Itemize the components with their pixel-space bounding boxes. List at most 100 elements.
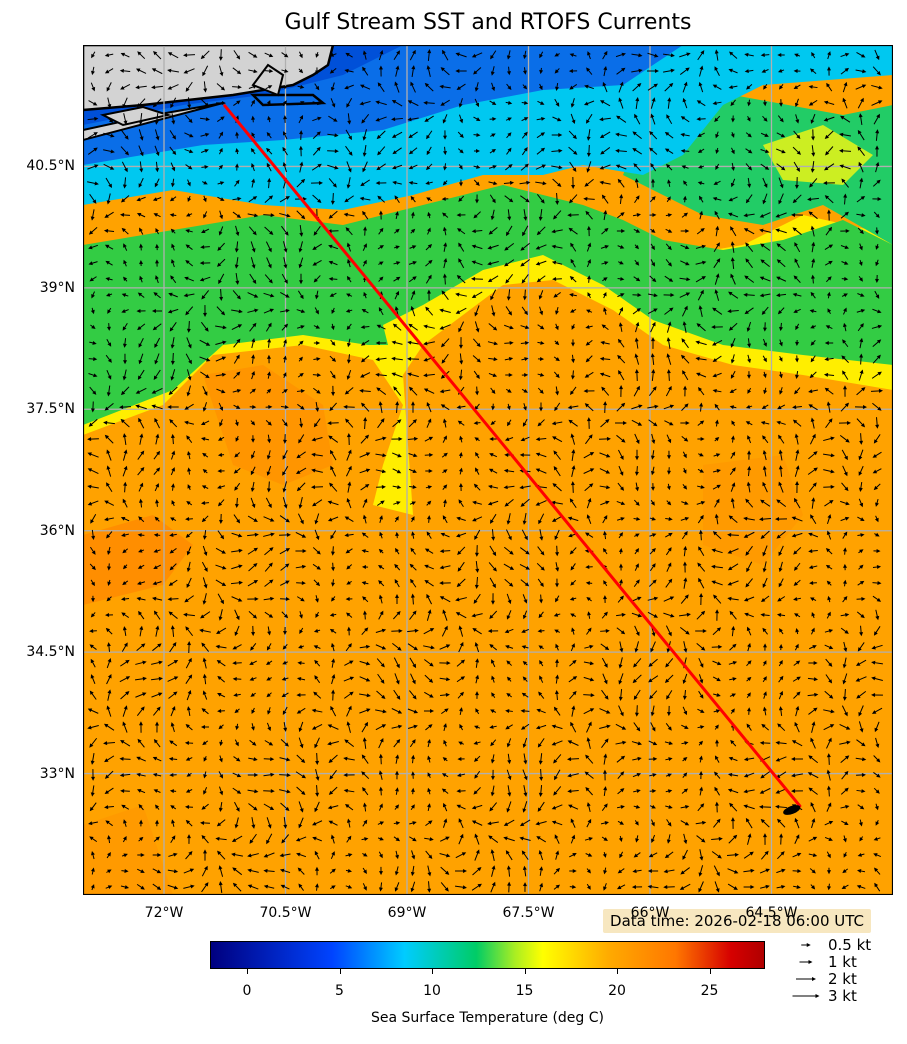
current-arrow [744, 69, 754, 74]
current-arrow [203, 81, 208, 93]
legend-arrow [796, 976, 816, 981]
current-arrow [455, 69, 467, 74]
current-arrow [137, 51, 146, 60]
current-arrow [314, 83, 320, 91]
current-arrow [327, 133, 339, 138]
current-arrow [440, 67, 450, 76]
current-arrow [329, 67, 337, 74]
legend-arrow [792, 993, 820, 998]
current-arrow [682, 81, 688, 93]
current-arrow [283, 115, 288, 123]
legend-label: 3 kt [828, 986, 857, 1005]
current-arrow [873, 113, 880, 125]
current-arrow [200, 132, 210, 137]
current-arrow [777, 115, 784, 123]
current-arrow [728, 68, 738, 74]
current-arrow [361, 114, 370, 124]
current-arrow [152, 98, 162, 108]
graticule [83, 45, 893, 895]
longitude-tick-label: 72°W [144, 905, 184, 921]
current-arrow [281, 85, 289, 90]
current-arrow [682, 97, 688, 109]
current-arrow [90, 82, 96, 92]
current-arrow [232, 67, 242, 75]
current-arrow [138, 129, 144, 141]
current-arrow [218, 49, 223, 61]
current-arrow [183, 53, 196, 58]
sst-warm-patch [83, 805, 173, 895]
current-arrow [232, 85, 242, 90]
current-arrow [744, 52, 754, 57]
current-arrow [376, 130, 386, 140]
current-arrow [391, 131, 403, 138]
current-arrow [455, 52, 467, 58]
current-arrow [647, 68, 659, 73]
current-arrow [171, 113, 176, 125]
current-arrow [664, 82, 674, 92]
current-arrow [842, 81, 848, 93]
current-arrow [522, 67, 527, 75]
current-arrow [730, 99, 736, 107]
current-arrow [647, 52, 659, 58]
current-arrow [602, 81, 608, 93]
current-arrow [763, 83, 768, 90]
current-arrow [442, 114, 448, 124]
current-arrow [91, 51, 96, 59]
current-arrow [699, 65, 704, 77]
current-arrow [762, 99, 767, 107]
current-arrow [855, 69, 867, 74]
current-arrow [631, 53, 643, 58]
current-arrow [473, 132, 481, 137]
current-arrow [698, 81, 704, 93]
land-island [251, 63, 285, 97]
current-arrow [570, 98, 575, 108]
latitude-tick-label: 39°N [39, 279, 75, 296]
current-arrow [328, 115, 338, 122]
current-arrow [473, 67, 482, 75]
current-arrow [458, 98, 463, 108]
current-arrow [569, 84, 578, 90]
current-arrow [344, 84, 354, 90]
current-arrow [312, 101, 322, 106]
current-arrow [583, 100, 595, 106]
current-arrow [264, 52, 274, 58]
current-arrow [762, 115, 768, 122]
current-arrow [411, 65, 416, 77]
current-arrow [187, 97, 192, 109]
current-arrow [456, 83, 466, 90]
legend-arrow [801, 942, 811, 947]
current-arrow [426, 130, 433, 140]
colorbar-tick-mark [524, 969, 526, 974]
current-arrow [251, 115, 256, 123]
current-arrow [267, 115, 272, 123]
current-arrow [298, 68, 304, 74]
current-arrow [632, 82, 642, 92]
current-arrow [584, 84, 594, 90]
current-arrow [299, 130, 304, 140]
current-arrow [490, 133, 496, 138]
current-arrow [729, 51, 738, 59]
current-arrow [298, 115, 304, 124]
current-arrow [424, 115, 434, 122]
current-arrow [537, 100, 545, 105]
current-arrow [808, 84, 818, 89]
current-arrow [151, 68, 163, 75]
current-arrow [123, 113, 128, 125]
current-arrow [585, 113, 593, 124]
current-arrow [827, 51, 831, 60]
legend-label: 2 kt [828, 969, 857, 988]
current-arrow [778, 99, 783, 107]
current-arrow [586, 67, 593, 75]
current-arrow [874, 49, 880, 61]
current-arrow [840, 67, 849, 75]
current-arrow [216, 83, 226, 91]
current-arrow [135, 68, 147, 74]
current-arrow [506, 50, 511, 60]
vector-legend-item: 0.5 kt [790, 936, 871, 954]
longitude-tick-label: 66°W [630, 905, 670, 921]
current-arrow [200, 98, 209, 107]
current-arrow [793, 69, 801, 74]
current-arrow [808, 99, 818, 106]
current-arrow [599, 100, 611, 107]
current-arrow [312, 116, 322, 122]
